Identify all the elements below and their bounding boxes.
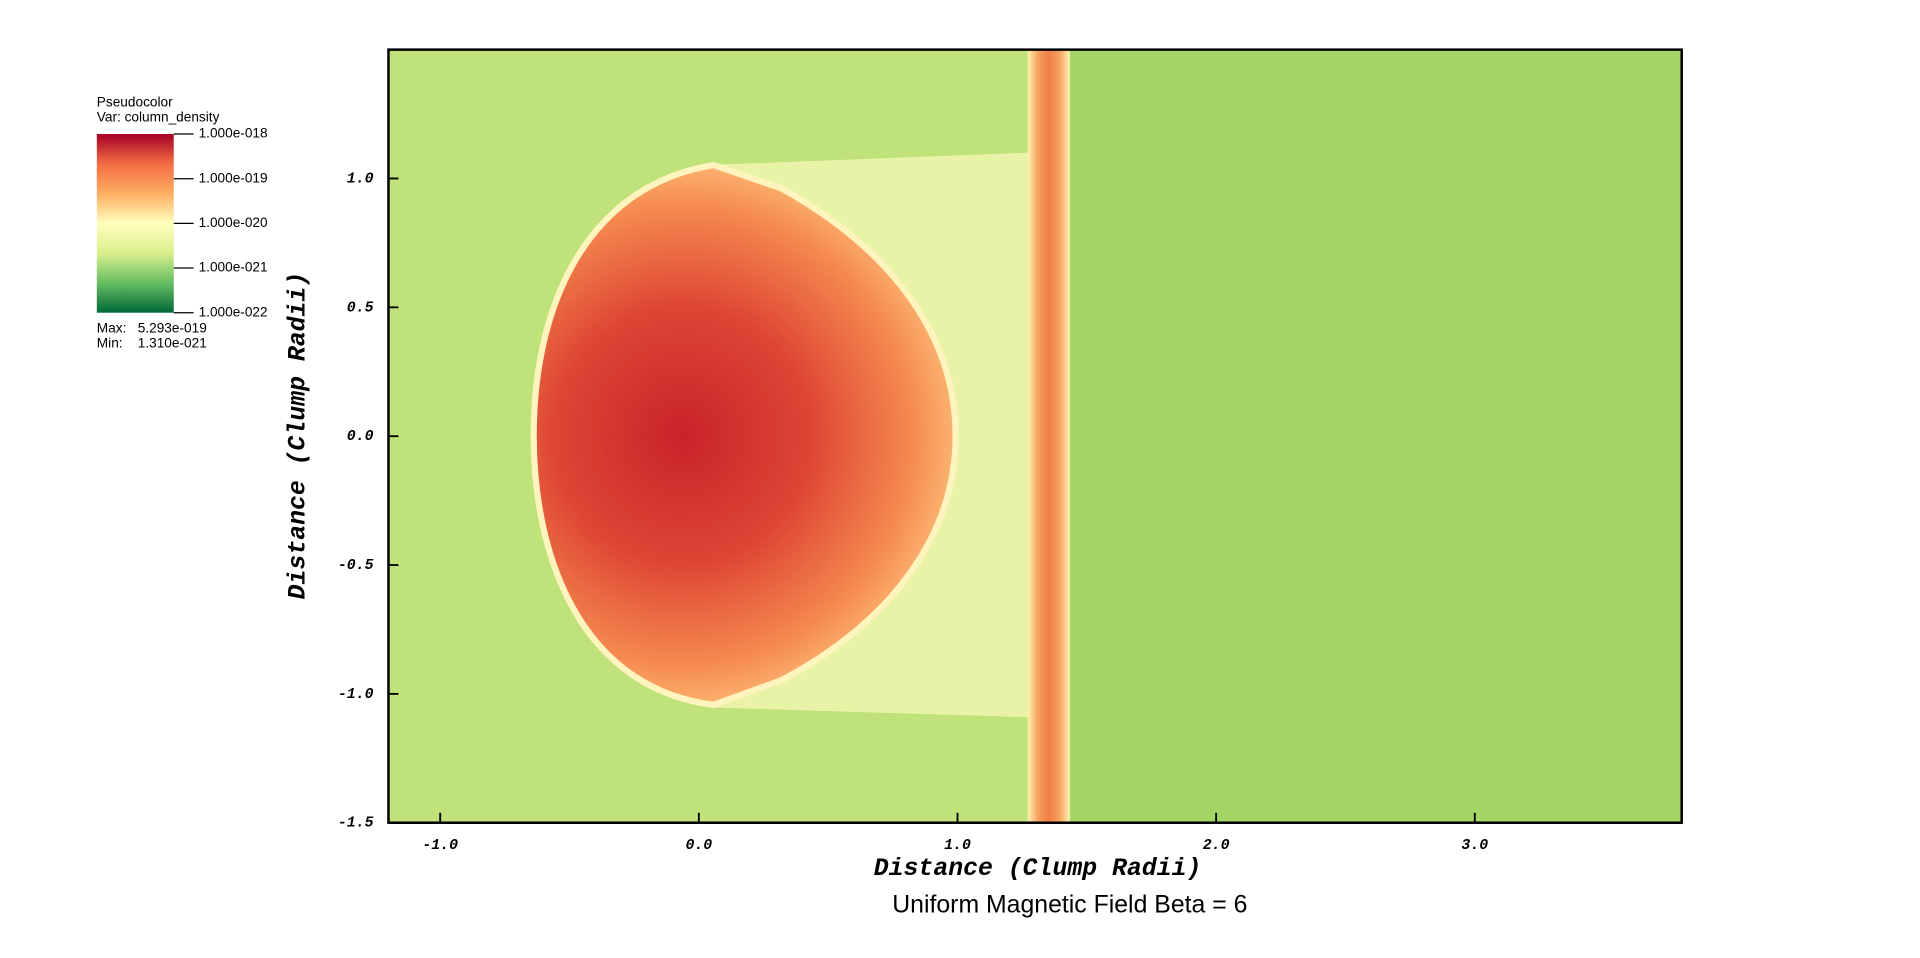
legend-max: 5.293e-019 xyxy=(138,320,207,335)
legend-max-label: Max: xyxy=(97,320,127,335)
colorbar-tick-label: 1.000e-022 xyxy=(199,304,268,319)
x-tick-label: 0.0 xyxy=(685,838,712,854)
colorbar-tick-label: 1.000e-021 xyxy=(199,260,268,275)
x-tick-label: -1.0 xyxy=(422,838,458,854)
colorbar xyxy=(96,134,174,313)
axes: -1.0 0.0 1.0 2.0 3.0 -1.5 -1.0 -0.5 0.0 0.5 1.0 xyxy=(338,171,1488,854)
legend-variable: Var: column_density xyxy=(97,109,220,124)
y-tick-label: 0.5 xyxy=(347,300,374,316)
y-tick-label: -1.0 xyxy=(338,687,374,703)
x-tick-label: 3.0 xyxy=(1461,838,1488,854)
chart-title: Uniform Magnetic Field Beta = 6 xyxy=(892,891,1247,918)
legend: Pseudocolor Var: column_density Max: 5.2… xyxy=(96,95,268,350)
y-tick-label: 1.0 xyxy=(347,171,374,187)
legend-min: 1.310e-021 xyxy=(138,335,207,350)
field-image xyxy=(388,49,1682,823)
colorbar-tick-label: 1.000e-019 xyxy=(199,170,268,185)
colorbar-tick-label: 1.000e-018 xyxy=(199,126,268,141)
x-tick-label: 2.0 xyxy=(1203,838,1230,854)
legend-title: Pseudocolor xyxy=(97,95,173,110)
colorbar-tick-label: 1.000e-020 xyxy=(199,215,268,230)
x-axis-label: Distance (Clump Radii) xyxy=(874,855,1202,883)
y-axis-label: Distance (Clump Radii) xyxy=(284,272,312,600)
y-tick-label: 0.0 xyxy=(347,429,374,445)
y-tick-label: -0.5 xyxy=(338,558,374,574)
y-tick-label: -1.5 xyxy=(338,816,374,832)
legend-min-label: Min: xyxy=(97,335,123,350)
x-tick-label: 1.0 xyxy=(944,838,971,854)
